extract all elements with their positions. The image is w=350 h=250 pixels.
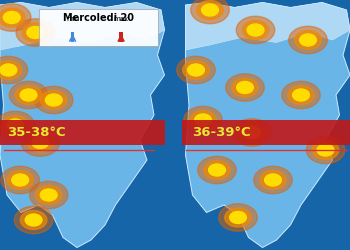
Circle shape — [29, 181, 68, 209]
Circle shape — [0, 8, 25, 27]
Circle shape — [293, 89, 309, 101]
Circle shape — [226, 74, 264, 101]
Circle shape — [260, 170, 286, 190]
Circle shape — [195, 114, 211, 126]
Bar — [0, 120, 164, 145]
Circle shape — [32, 136, 49, 148]
Circle shape — [265, 174, 281, 186]
Circle shape — [232, 78, 258, 97]
Polygon shape — [0, 2, 164, 248]
Circle shape — [247, 24, 264, 36]
Circle shape — [295, 30, 321, 50]
Circle shape — [312, 140, 339, 160]
Circle shape — [46, 94, 62, 106]
Circle shape — [233, 119, 271, 146]
Circle shape — [289, 26, 327, 54]
Bar — [71, 32, 74, 42]
Bar — [182, 120, 350, 145]
Circle shape — [300, 34, 316, 46]
Circle shape — [183, 60, 209, 80]
Circle shape — [242, 20, 269, 40]
Circle shape — [288, 86, 314, 104]
Circle shape — [177, 56, 215, 84]
Circle shape — [15, 86, 42, 104]
Circle shape — [244, 126, 260, 138]
Circle shape — [188, 64, 204, 76]
Circle shape — [22, 23, 49, 42]
Text: Mercoledi 20: Mercoledi 20 — [63, 13, 133, 23]
Circle shape — [306, 136, 345, 164]
Circle shape — [1, 166, 40, 194]
Circle shape — [9, 81, 48, 109]
Circle shape — [12, 174, 29, 186]
Circle shape — [16, 19, 55, 46]
Polygon shape — [186, 2, 350, 248]
Circle shape — [0, 4, 31, 31]
Circle shape — [21, 129, 60, 156]
Circle shape — [190, 110, 216, 130]
Circle shape — [35, 86, 73, 114]
Circle shape — [282, 81, 320, 109]
Circle shape — [7, 170, 34, 190]
Circle shape — [197, 0, 223, 20]
Circle shape — [14, 206, 53, 234]
Circle shape — [230, 212, 246, 224]
Bar — [119, 32, 123, 42]
Text: 35-38°C: 35-38°C — [7, 126, 66, 140]
Circle shape — [7, 119, 23, 131]
Circle shape — [209, 164, 225, 176]
Polygon shape — [186, 2, 350, 50]
Text: max: max — [113, 16, 129, 22]
Circle shape — [191, 0, 229, 24]
Circle shape — [41, 90, 67, 110]
Circle shape — [0, 64, 17, 76]
Circle shape — [4, 12, 20, 24]
Circle shape — [35, 186, 62, 204]
Circle shape — [239, 123, 265, 142]
Circle shape — [317, 144, 334, 156]
Polygon shape — [0, 2, 164, 50]
Circle shape — [0, 111, 34, 139]
Circle shape — [219, 204, 257, 231]
Circle shape — [0, 60, 22, 80]
Circle shape — [198, 156, 236, 184]
Circle shape — [20, 89, 37, 101]
Circle shape — [225, 208, 251, 227]
Circle shape — [2, 116, 28, 134]
Text: min: min — [66, 16, 79, 22]
Circle shape — [202, 4, 218, 16]
Text: 36-39°C: 36-39°C — [193, 126, 251, 140]
Circle shape — [25, 214, 42, 226]
Circle shape — [254, 166, 292, 194]
Circle shape — [237, 82, 253, 94]
Circle shape — [40, 189, 57, 201]
Circle shape — [27, 133, 54, 152]
Circle shape — [27, 26, 44, 38]
FancyBboxPatch shape — [38, 9, 158, 46]
Circle shape — [204, 160, 230, 180]
Circle shape — [0, 56, 28, 84]
Circle shape — [236, 16, 275, 44]
Circle shape — [20, 210, 47, 230]
Circle shape — [184, 106, 222, 134]
